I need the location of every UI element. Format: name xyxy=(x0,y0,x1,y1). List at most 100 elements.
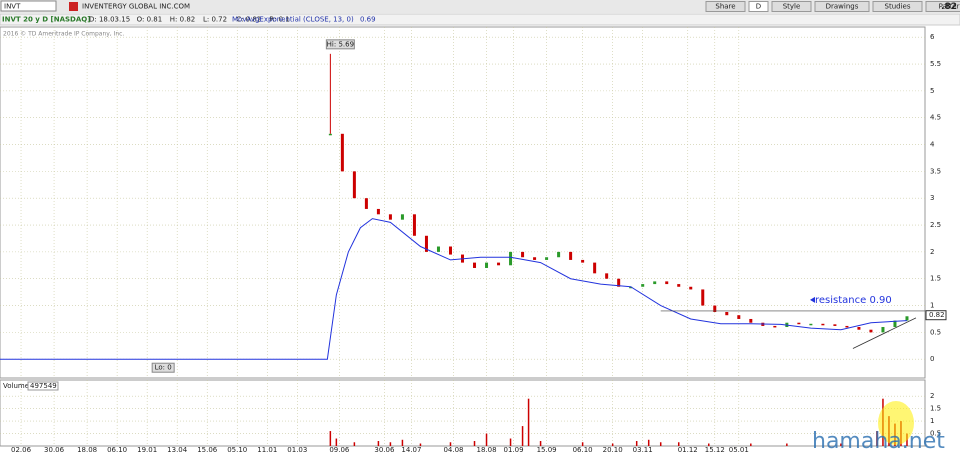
volume-bar xyxy=(389,442,392,446)
y-tick-label: 4.5 xyxy=(930,114,941,122)
volume-bar xyxy=(647,439,650,446)
plot: 0 0.5 1 1.5 2 2.5 3 3.5 4 4.5 5 5.5 6 02.06 30.06 18.08… xyxy=(0,27,947,454)
candle xyxy=(509,251,513,266)
toolbar-button-label: Studies xyxy=(885,3,911,11)
last-price: .82 xyxy=(941,2,957,12)
moving-average xyxy=(0,218,908,360)
candle xyxy=(473,262,477,268)
y-tick-label: 3 xyxy=(930,194,934,202)
candle xyxy=(605,273,609,279)
candle xyxy=(881,327,885,333)
candle xyxy=(665,281,669,285)
toolbar-button[interactable] xyxy=(748,1,769,12)
toolbar-button-label: Style xyxy=(783,3,801,11)
x-tick-label: 15.09 xyxy=(537,446,557,454)
ohlc-field: D: 18.03.15 xyxy=(89,16,130,24)
y-tick-label: 5 xyxy=(930,87,934,95)
volume-bar xyxy=(659,442,662,446)
candle xyxy=(557,251,561,258)
y-tick-label: 2 xyxy=(930,392,934,400)
resistance-arrow xyxy=(810,296,815,303)
ohlc-field: R: 0.1 xyxy=(269,16,289,24)
toolbar-button[interactable] xyxy=(872,1,923,12)
candle xyxy=(617,278,621,287)
volume-bar xyxy=(677,442,680,446)
volume-bar xyxy=(840,443,842,446)
candle xyxy=(497,262,501,266)
candle xyxy=(833,324,837,326)
candle xyxy=(809,323,813,326)
symbol: INVT xyxy=(4,3,21,11)
symbol-box[interactable] xyxy=(0,0,57,12)
candle xyxy=(629,286,633,289)
candle xyxy=(797,322,801,325)
x-tick-label: 05.10 xyxy=(227,446,247,454)
hi-box xyxy=(325,39,355,50)
x-tick-label: 01.09 xyxy=(504,446,524,454)
toolbar-button[interactable] xyxy=(925,1,960,12)
x-tick-label: 14.07 xyxy=(401,446,421,454)
price-tag xyxy=(925,310,947,321)
candle xyxy=(869,329,873,333)
x-tick-label: 03.11 xyxy=(633,446,653,454)
x-tick-label: 19.01 xyxy=(137,446,157,454)
candle xyxy=(376,208,380,215)
candle xyxy=(533,257,537,260)
candle xyxy=(857,327,861,330)
toolbar-button[interactable] xyxy=(814,1,870,12)
toolbar-button[interactable] xyxy=(705,1,746,12)
candle xyxy=(593,262,597,274)
x-tick-label: 30.06 xyxy=(44,446,65,454)
candle xyxy=(749,318,753,323)
candle xyxy=(424,235,428,252)
y-tick-label: 1 xyxy=(930,417,934,425)
candle xyxy=(689,286,693,290)
candle xyxy=(352,171,356,199)
fields: D: 18.03.15 O: 0.81 H: 0.82 L: 0.72 C: 0.82 R… xyxy=(89,16,290,24)
candle xyxy=(340,133,344,172)
volume-bar xyxy=(750,443,752,446)
x-tick-label: 18.08 xyxy=(477,446,497,454)
volume-value: 497549 xyxy=(30,382,57,390)
price-pane xyxy=(0,26,926,379)
y-tick-label: 2 xyxy=(930,248,934,256)
candle xyxy=(713,305,717,312)
volume-bar xyxy=(485,433,488,446)
y-tick-label: 1 xyxy=(930,302,934,310)
x-tick-label: 06.10 xyxy=(573,446,593,454)
volume-bar xyxy=(419,443,422,446)
x-tick-label: 11.01 xyxy=(257,446,277,454)
candle xyxy=(905,316,909,321)
x-tick-label: 01.12 xyxy=(678,446,698,454)
toolbar-button-label: D xyxy=(756,3,761,11)
y-tick-label: 5.5 xyxy=(930,60,941,68)
y-tick-label: 0.5 xyxy=(930,430,941,438)
highlight xyxy=(878,401,914,445)
x-tick-label: 06.10 xyxy=(107,446,127,454)
x-tick-label: 15.06 xyxy=(197,446,218,454)
y-tick-label: 1.5 xyxy=(930,275,941,283)
ohlc-field: O: 0.81 xyxy=(137,16,163,24)
study-title: INVT 20 y D [NASDAQ] xyxy=(2,16,90,24)
toolbar-button-label: Patterns xyxy=(939,3,960,11)
candle xyxy=(569,251,573,260)
toolbar-button[interactable] xyxy=(771,1,812,12)
candle xyxy=(893,320,897,328)
volume-bar xyxy=(449,442,452,446)
x-tick-label: 20.10 xyxy=(603,446,623,454)
header-bar xyxy=(0,13,960,26)
hi-label: Hi: 5.69 xyxy=(327,40,354,48)
candle xyxy=(677,284,681,287)
volume-bar xyxy=(473,441,476,446)
ohlc-field: L: 0.72 xyxy=(203,16,227,24)
toolbar-buttons: Share D Style Drawings Studies Patterns xyxy=(705,1,960,12)
toolbar-button-label: Share xyxy=(715,3,735,11)
y-tick-label: 6 xyxy=(930,33,935,41)
copyright: 2016 © TD Ameritrade IP Company, Inc. xyxy=(3,31,124,38)
candle xyxy=(545,257,549,260)
toolbar-button-label: Drawings xyxy=(826,3,859,11)
volume-bar xyxy=(329,431,332,446)
candle xyxy=(737,315,741,319)
volume-bar xyxy=(521,426,524,446)
x-tick-label: 15.12 xyxy=(705,446,725,454)
